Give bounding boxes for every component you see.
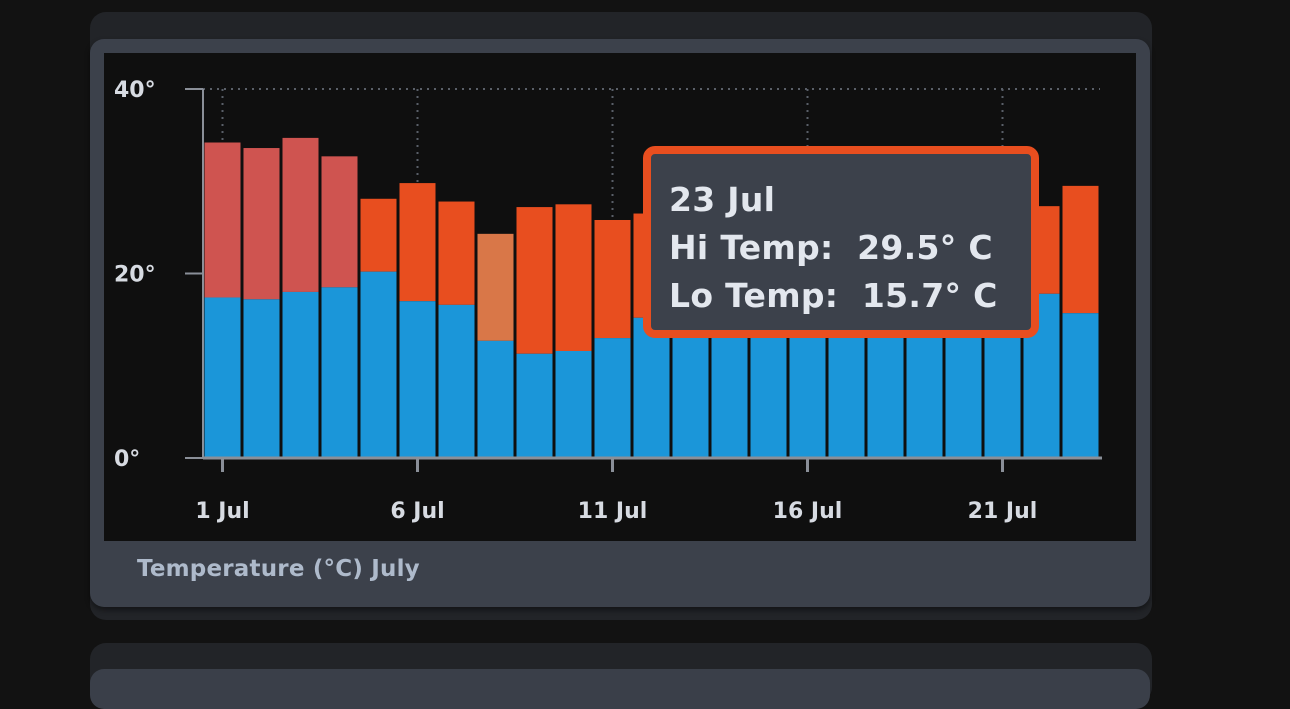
tooltip-date: 23 Jul: [669, 180, 776, 219]
bar-lo-temp: [1062, 313, 1099, 458]
bar-hi-temp: [1062, 185, 1099, 314]
chart-tooltip: 23 Jul Hi Temp: 29.5° C Lo Temp: 15.7° C: [643, 146, 1039, 338]
bar-lo-temp: [516, 353, 553, 458]
bar-lo-temp: [633, 317, 670, 458]
next-panel: [90, 643, 1152, 709]
y-tick-label: 20°: [114, 263, 156, 288]
bar-lo-temp: [243, 299, 280, 458]
bar-hi-temp: [516, 207, 553, 354]
bar-lo-temp: [867, 315, 904, 458]
bar-lo-temp: [321, 287, 358, 458]
x-tick-label: 21 Jul: [968, 499, 1038, 524]
tooltip-lo-temp: Lo Temp: 15.7° C: [669, 276, 998, 315]
bar-hi-temp: [243, 148, 280, 300]
chart-caption: Temperature (°C) July: [137, 556, 420, 582]
next-card: [90, 669, 1150, 709]
bar-lo-temp: [399, 301, 436, 458]
bar-lo-temp: [204, 297, 241, 458]
x-tick-label: 1 Jul: [195, 499, 249, 524]
x-tick-label: 11 Jul: [578, 499, 648, 524]
bar-lo-temp: [477, 340, 514, 458]
bar-lo-temp: [555, 350, 592, 458]
x-tick-label: 16 Jul: [773, 499, 843, 524]
y-tick-label: 0°: [114, 447, 140, 472]
bar-hi-temp: [321, 156, 358, 288]
bar-lo-temp: [594, 338, 631, 458]
bar-hi-temp: [360, 198, 397, 272]
bar-lo-temp: [360, 271, 397, 458]
bar-lo-temp: [828, 314, 865, 458]
bar-hi-temp: [282, 137, 319, 292]
bar-hi-temp: [204, 142, 241, 298]
bar-hi-temp: [438, 201, 475, 305]
bar-lo-temp: [672, 321, 709, 458]
tooltip-hi-temp: Hi Temp: 29.5° C: [669, 228, 993, 267]
bar-lo-temp: [282, 291, 319, 458]
bar-hi-temp: [594, 219, 631, 339]
bar-hi-temp: [477, 233, 514, 341]
x-tick-label: 6 Jul: [390, 499, 444, 524]
bar-lo-temp: [438, 304, 475, 458]
bar-hi-temp: [555, 204, 592, 351]
bar-lo-temp: [711, 317, 748, 458]
y-tick-label: 40°: [114, 78, 156, 103]
bar-hi-temp: [399, 183, 436, 302]
